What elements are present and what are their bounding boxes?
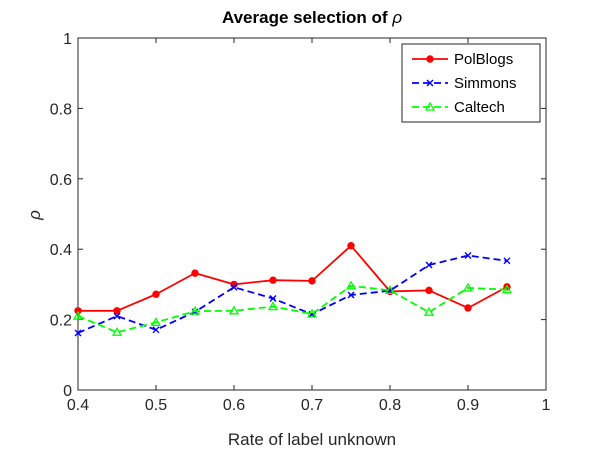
data-point-caltech <box>306 308 318 318</box>
data-point-caltech <box>423 306 435 316</box>
data-point-simmons <box>230 283 238 291</box>
legend-marker <box>424 101 436 111</box>
data-point-caltech <box>462 282 474 292</box>
title-rho-symbol: ρ <box>391 8 402 27</box>
x-tick-label: 0.8 <box>379 397 401 414</box>
data-point-caltech <box>267 301 279 311</box>
data-point-caltech <box>345 280 357 290</box>
data-point-caltech <box>384 285 396 295</box>
x-tick-label: 0.7 <box>301 397 323 414</box>
data-point-caltech <box>189 305 201 315</box>
y-axis: 0 0.2 0.4 0.6 0.8 1 <box>50 31 546 400</box>
legend-label: PolBlogs <box>454 51 513 68</box>
data-point-polblogs <box>152 290 160 298</box>
series-line-caltech <box>77 284 508 334</box>
legend-item-caltech: Caltech <box>412 99 505 116</box>
data-point-caltech <box>501 284 513 294</box>
data-point-polblogs <box>308 277 316 285</box>
x-tick-label: 0.9 <box>457 397 479 414</box>
x-tick-label: 1 <box>542 397 551 414</box>
data-point-polblogs <box>347 241 355 250</box>
data-point-simmons-stroke-b <box>347 291 355 299</box>
data-point-simmons-stroke-b <box>464 252 472 260</box>
y-tick-label: 0.4 <box>50 242 72 259</box>
y-axis-label: ρ <box>25 210 44 221</box>
series-line-simmons <box>77 254 508 334</box>
series-caltech <box>72 280 513 336</box>
data-point-simmons-stroke-b <box>74 329 82 337</box>
x-axis-label: Rate of label unknown <box>228 430 396 449</box>
data-point-simmons <box>113 312 121 320</box>
x-tick-label: 0.5 <box>145 397 167 414</box>
data-point-simmons-stroke-b <box>113 312 121 320</box>
data-point-simmons-stroke-b <box>230 283 238 291</box>
data-point-simmons <box>464 252 472 260</box>
legend-marker-stroke-b <box>426 79 434 87</box>
y-tick-label: 0.2 <box>50 313 72 330</box>
x-tick-label: 0.4 <box>67 397 89 414</box>
data-point-polblogs <box>191 269 199 277</box>
data-point-caltech <box>72 310 84 320</box>
legend-marker <box>426 55 434 63</box>
legend-item-simmons: Simmons <box>412 75 517 92</box>
data-point-caltech <box>111 326 123 336</box>
y-tick-label: 0.6 <box>50 172 72 189</box>
legend-label: Simmons <box>454 75 517 92</box>
y-tick-label: 0 <box>63 383 72 400</box>
data-point-simmons <box>152 326 160 334</box>
data-point-polblogs <box>464 304 472 312</box>
series-line-polblogs <box>78 244 508 312</box>
data-point-simmons <box>425 261 433 269</box>
data-point-polblogs <box>113 307 121 315</box>
data-point-simmons-stroke-b <box>503 257 511 265</box>
data-point-simmons-stroke-b <box>152 326 160 334</box>
y-tick-label: 1 <box>63 31 72 48</box>
series-layer <box>72 241 513 337</box>
data-point-simmons <box>74 329 82 337</box>
data-point-simmons <box>347 291 355 299</box>
data-point-simmons-stroke-b <box>425 261 433 269</box>
data-point-simmons <box>269 294 277 302</box>
legend-label: Caltech <box>454 99 505 116</box>
legend-marker <box>426 79 434 87</box>
data-point-polblogs <box>269 276 277 284</box>
x-axis: 0.4 0.5 0.6 0.7 0.8 0.9 1 <box>67 38 551 414</box>
legend-item-polblogs: PolBlogs <box>412 51 513 68</box>
data-point-caltech <box>228 305 240 315</box>
chart-title: Average selection of ρ <box>222 8 402 27</box>
x-tick-label: 0.6 <box>223 397 245 414</box>
legend: PolBlogs Simmons Caltech <box>401 43 541 123</box>
data-point-simmons-stroke-b <box>269 294 277 302</box>
data-point-polblogs <box>425 286 433 295</box>
data-point-caltech <box>150 317 162 327</box>
data-point-simmons <box>503 257 511 265</box>
y-tick-label: 0.8 <box>50 101 72 118</box>
